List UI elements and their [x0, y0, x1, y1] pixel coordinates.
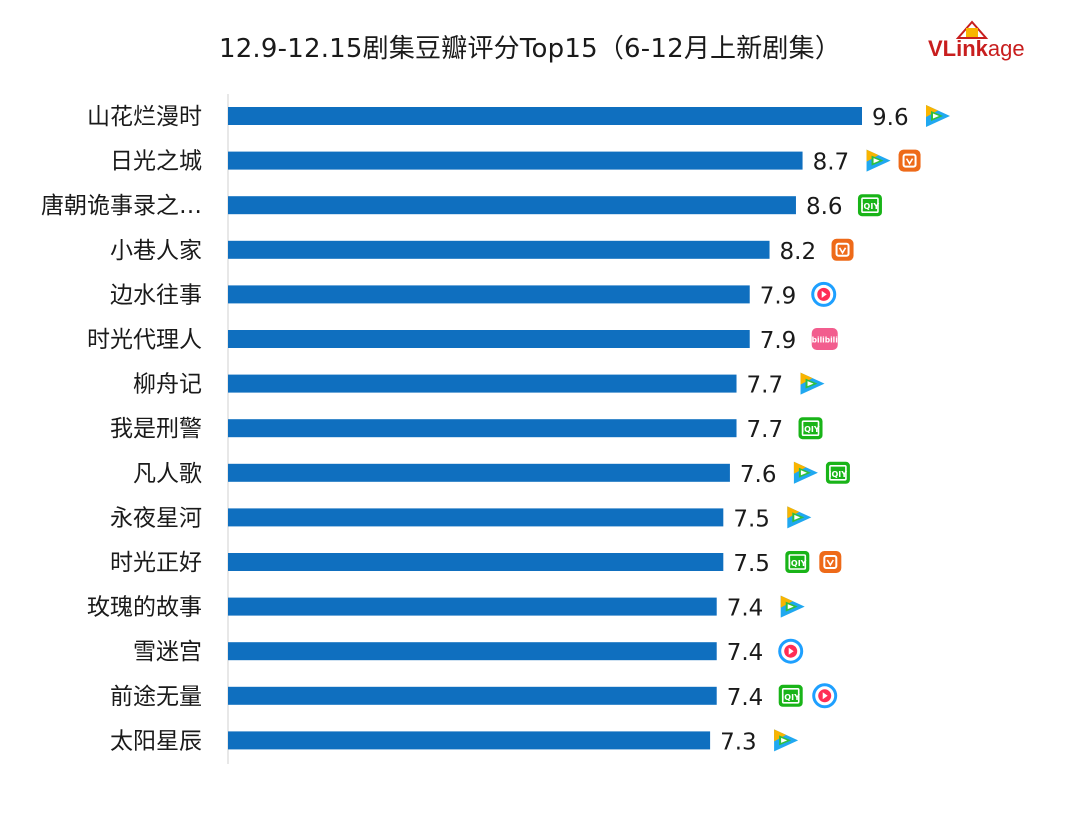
- value-label: 8.6: [806, 194, 843, 220]
- category-label: 永夜星河: [110, 505, 202, 531]
- mango-tv-icon: [898, 149, 921, 172]
- category-label: 太阳星辰: [110, 728, 202, 754]
- bar: [228, 240, 770, 259]
- bar: [228, 642, 717, 661]
- bar: [228, 374, 737, 393]
- bar: [228, 196, 796, 215]
- category-label: 我是刑警: [110, 416, 202, 442]
- iqiyi-icon: iQIY: [825, 461, 850, 484]
- value-label: 7.6: [740, 462, 777, 488]
- iqiyi-icon: iQIY: [798, 417, 823, 440]
- tencent-video-icon: [787, 506, 812, 529]
- value-label: 7.7: [747, 373, 784, 399]
- value-label: 9.6: [872, 105, 909, 131]
- bilibili-icon: bilibili: [812, 328, 838, 350]
- bar-row: 我是刑警 7.7 iQIY: [110, 416, 823, 443]
- value-label: 7.4: [727, 685, 764, 711]
- category-label: 山花烂漫时: [87, 104, 202, 130]
- value-label: 7.4: [727, 640, 764, 666]
- bar: [228, 463, 730, 482]
- bar-row: 时光正好 7.5 iQIY: [110, 550, 842, 577]
- youku-icon: [812, 683, 838, 709]
- bar: [228, 285, 750, 304]
- youku-icon: [811, 281, 837, 307]
- chart-title: 12.9-12.15剧集豆瓣评分Top15（6-12月上新剧集）: [218, 34, 842, 64]
- category-label: 柳舟记: [133, 372, 202, 398]
- bar-row: 边水往事 7.9: [110, 281, 837, 309]
- category-label: 边水往事: [110, 282, 202, 308]
- svg-text:iQIY: iQIY: [829, 470, 848, 479]
- bar-row: 太阳星辰 7.3: [110, 728, 799, 755]
- tencent-video-icon: [793, 461, 818, 484]
- svg-text:iQIY: iQIY: [782, 693, 801, 702]
- youku-icon: [778, 638, 804, 664]
- svg-text:iQIY: iQIY: [861, 202, 880, 211]
- bar: [228, 419, 737, 438]
- bar-row: 玫瑰的故事 7.4: [87, 595, 805, 622]
- vlinkage-logo: VLinkage: [928, 18, 1048, 68]
- bar: [228, 330, 750, 348]
- bar: [228, 553, 724, 571]
- category-label: 玫瑰的故事: [87, 595, 202, 621]
- category-label: 时光正好: [110, 550, 202, 576]
- bar-row: 雪迷宫 7.4: [133, 638, 804, 666]
- bar: [228, 107, 862, 125]
- category-label: 雪迷宫: [133, 639, 202, 665]
- bar: [228, 151, 803, 170]
- tencent-video-icon: [774, 729, 799, 752]
- category-label: 唐朝诡事录之…: [41, 193, 202, 219]
- iqiyi-icon: iQIY: [785, 551, 810, 573]
- logo-text-vlink: VLink: [928, 36, 988, 61]
- value-label: 8.7: [813, 150, 850, 176]
- value-label: 7.5: [733, 551, 770, 577]
- mango-tv-icon: [831, 238, 854, 261]
- category-label: 前途无量: [110, 684, 202, 710]
- bar-row: 永夜星河 7.5: [110, 505, 812, 532]
- bar-row: 时光代理人 7.9 bilibili: [87, 327, 838, 354]
- bar-row: 山花烂漫时 9.6: [87, 104, 950, 131]
- bar-row: 日光之城 8.7: [110, 149, 921, 176]
- category-label: 时光代理人: [87, 327, 202, 353]
- tencent-video-icon: [780, 595, 805, 618]
- svg-text:bilibili: bilibili: [812, 336, 838, 345]
- category-label: 凡人歌: [133, 461, 202, 487]
- bar-row: 前途无量 7.4 iQIY: [110, 683, 838, 711]
- bar: [228, 686, 717, 705]
- iqiyi-icon: iQIY: [778, 684, 803, 707]
- iqiyi-icon: iQIY: [857, 194, 882, 217]
- logo-text: VLinkage: [928, 36, 1025, 62]
- value-label: 7.7: [747, 417, 784, 443]
- bar-row: 小巷人家 8.2: [110, 238, 854, 265]
- bar: [228, 597, 717, 616]
- bar-row: 柳舟记 7.7: [133, 372, 825, 399]
- bar: [228, 508, 724, 527]
- tencent-video-icon: [800, 372, 825, 395]
- tencent-video-icon: [866, 149, 891, 172]
- value-label: 7.9: [760, 328, 797, 354]
- svg-text:iQIY: iQIY: [801, 425, 820, 434]
- svg-text:iQIY: iQIY: [788, 559, 807, 568]
- bar-row: 唐朝诡事录之… 8.6 iQIY: [41, 193, 882, 220]
- value-label: 7.9: [760, 283, 797, 309]
- category-label: 小巷人家: [110, 238, 202, 264]
- category-label: 日光之城: [110, 149, 202, 175]
- value-label: 8.2: [780, 239, 817, 265]
- value-label: 7.3: [720, 729, 757, 755]
- value-label: 7.5: [733, 506, 770, 532]
- bar-row: 凡人歌 7.6 iQIY: [133, 461, 850, 488]
- logo-text-age: age: [987, 36, 1025, 61]
- tencent-video-icon: [926, 105, 950, 127]
- logo-emblem-icon: [955, 20, 989, 39]
- mango-tv-icon: [819, 551, 842, 573]
- bar: [228, 731, 711, 750]
- value-label: 7.4: [727, 596, 764, 622]
